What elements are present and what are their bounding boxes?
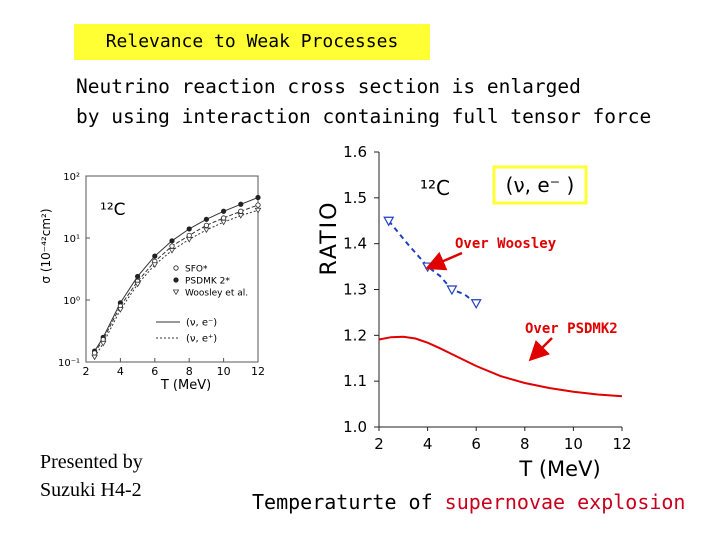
left-data-point bbox=[134, 281, 141, 288]
left-x-tick-label: 2 bbox=[83, 365, 90, 378]
right-x-tick-label: 6 bbox=[471, 435, 481, 453]
left-data-point bbox=[91, 354, 98, 361]
left-data-point bbox=[168, 248, 176, 254]
right-x-tick-label: 12 bbox=[612, 435, 631, 453]
left-data-point bbox=[99, 340, 107, 347]
left-y-tick-label: 10⁰ bbox=[63, 296, 80, 307]
left-data-point bbox=[203, 222, 209, 228]
left-data-point bbox=[151, 262, 159, 268]
reaction-label-box bbox=[492, 165, 588, 205]
left-data-point bbox=[221, 215, 227, 221]
left-grid bbox=[85, 175, 259, 363]
slide-title: Relevance to Weak Processes bbox=[74, 24, 430, 60]
right-y-tick-label: 1.3 bbox=[343, 281, 367, 299]
right-x-axis-label: T (MeV) bbox=[518, 457, 600, 481]
left-plot-frame bbox=[85, 175, 259, 363]
left-data-point bbox=[238, 201, 244, 207]
caption-plain: Temperaturte of bbox=[252, 490, 445, 514]
left-x-tick-label: 4 bbox=[117, 365, 124, 378]
left-tick-labels: 2 4 6 8 10 12 10⁻¹ 10⁰ 10¹ 10² bbox=[58, 172, 265, 378]
right-x-tick-label: 2 bbox=[374, 435, 384, 453]
left-data-point bbox=[255, 194, 261, 201]
left-x-tick-label: 8 bbox=[186, 365, 193, 378]
left-data-point bbox=[169, 243, 175, 249]
right-x-tick-label: 10 bbox=[564, 435, 583, 453]
right-y-tick-label: 1.5 bbox=[343, 189, 367, 207]
legend-marker-label: SFO* bbox=[185, 265, 208, 275]
left-data-point bbox=[186, 232, 192, 239]
right-x-tick-label: 8 bbox=[520, 435, 530, 453]
caption-highlight: supernovae explosion bbox=[444, 490, 686, 514]
arrow-over-psdmk2 bbox=[528, 337, 553, 362]
legend-line-label: (ν, e⁻) bbox=[186, 318, 217, 329]
annotation-over-woosley: Over Woosley bbox=[455, 236, 557, 252]
left-y-tick-label: 10⁻¹ bbox=[58, 358, 80, 369]
right-x-tick-label: 4 bbox=[423, 435, 433, 453]
reaction-label: (ν, e⁻ ) bbox=[506, 173, 575, 197]
ratio-line-psdmk2 bbox=[378, 335, 623, 398]
legend-line-label: (ν, e⁺) bbox=[186, 334, 217, 345]
left-x-tick-label: 10 bbox=[217, 365, 231, 378]
left-data-point bbox=[203, 216, 209, 222]
left-y-tick-label: 10² bbox=[63, 172, 80, 183]
presenter-line-2: Suzuki H4-2 bbox=[40, 479, 142, 501]
left-nucleus-label: ¹²C bbox=[100, 200, 126, 220]
headline: Neutrino reaction cross section is enlar… bbox=[76, 72, 676, 132]
left-data-point bbox=[203, 227, 210, 234]
left-data-point bbox=[254, 207, 262, 214]
left-data-point bbox=[117, 307, 124, 313]
legend-marker-icon bbox=[172, 289, 180, 296]
legend-marker-icon bbox=[173, 265, 179, 271]
presenter: Presented by Suzuki H4-2 bbox=[40, 448, 220, 504]
right-nucleus-label: ¹²C bbox=[420, 176, 450, 200]
left-series-group bbox=[91, 194, 262, 361]
right-y-axis-label: RATIO bbox=[317, 201, 342, 276]
right-y-tick-label: 1.4 bbox=[343, 235, 367, 253]
legend-marker-label: Woosley et al. bbox=[185, 289, 248, 299]
presenter-line-1: Presented by bbox=[40, 451, 143, 473]
left-data-point bbox=[186, 226, 192, 232]
left-x-tick-label: 12 bbox=[251, 365, 265, 378]
left-data-point bbox=[185, 236, 193, 243]
left-data-point bbox=[169, 238, 175, 244]
headline-line-2: by using interaction containing full ten… bbox=[76, 105, 652, 128]
left-data-point bbox=[135, 273, 141, 280]
left-data-point bbox=[92, 350, 98, 356]
ratio-woosley-point bbox=[383, 216, 395, 227]
cross-section-chart: 2 4 6 8 10 12 10⁻¹ 10⁰ 10¹ 10² ¹²C T (MeV) σ (10⁻… bbox=[39, 172, 265, 393]
ratio-line-woosley bbox=[387, 220, 477, 305]
left-legend: SFO* PSDMK 2* Woosley et al. (ν, e⁻) (ν, e⁺) bbox=[156, 265, 248, 345]
ratio-woosley-point bbox=[446, 285, 458, 296]
caption: Temperaturte of supernovae explosion bbox=[252, 490, 712, 514]
legend-marker-icon bbox=[173, 277, 179, 283]
annotation-over-psdmk2: Over PSDMK2 bbox=[525, 321, 618, 337]
ratio-chart: 2 4 6 8 10 12 1.0 1.1 1.2 1.3 1.4 1.5 1.6 RATIO T (M… bbox=[317, 143, 632, 481]
left-x-axis-label: T (MeV) bbox=[160, 378, 211, 393]
left-x-tick-label: 6 bbox=[151, 365, 158, 378]
left-data-point bbox=[255, 202, 261, 208]
left-data-point bbox=[237, 213, 245, 219]
left-data-point bbox=[238, 208, 244, 214]
headline-line-1: Neutrino reaction cross section is enlar… bbox=[76, 75, 581, 98]
left-y-axis-label: σ (10⁻⁴²cm²) bbox=[39, 208, 53, 283]
left-y-tick-label: 10¹ bbox=[63, 234, 80, 245]
left-data-point bbox=[152, 253, 158, 259]
right-y-tick-label: 1.1 bbox=[343, 372, 367, 390]
right-tick-labels: 2 4 6 8 10 12 1.0 1.1 1.2 1.3 1.4 1.5 1.6 bbox=[343, 143, 631, 453]
right-y-tick-label: 1.6 bbox=[343, 143, 367, 161]
left-data-point bbox=[220, 219, 227, 226]
legend-marker-label: PSDMK 2* bbox=[185, 277, 230, 287]
left-data-point bbox=[221, 208, 227, 214]
arrow-over-woosley bbox=[425, 251, 463, 271]
right-y-tick-label: 1.2 bbox=[343, 326, 367, 344]
ratio-woosley-point bbox=[470, 299, 482, 309]
right-y-tick-label: 1.0 bbox=[343, 418, 367, 436]
